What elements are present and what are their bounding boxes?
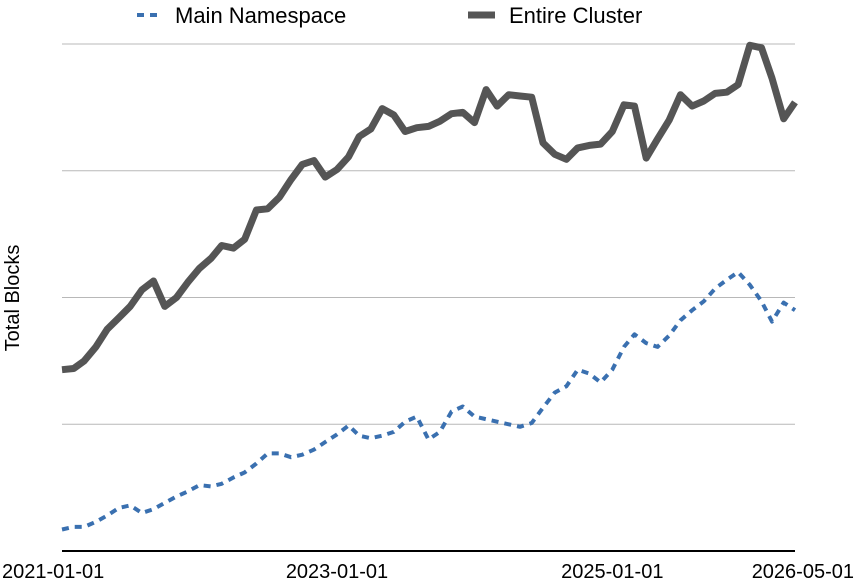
series-line-main-namespace — [61, 270, 797, 532]
series-lines — [61, 41, 798, 532]
x-tick-labels: 2021-01-01 2023-01-01 2025-01-01 2026-05-01 — [2, 561, 854, 580]
y-axis-label: Total Blocks — [2, 245, 24, 352]
gridlines — [62, 43, 795, 425]
x-tick-label: 2025-01-01 — [561, 561, 663, 580]
legend-label: Entire Cluster — [509, 3, 642, 28]
x-tick-label: 2026-05-01 — [752, 561, 854, 580]
series-line-entire-cluster — [61, 41, 798, 374]
legend-label: Main Namespace — [175, 3, 346, 28]
x-tick-label: 2021-01-01 — [2, 561, 104, 580]
legend: Main Namespace Entire Cluster — [137, 3, 642, 28]
x-tick-label: 2023-01-01 — [286, 561, 388, 580]
